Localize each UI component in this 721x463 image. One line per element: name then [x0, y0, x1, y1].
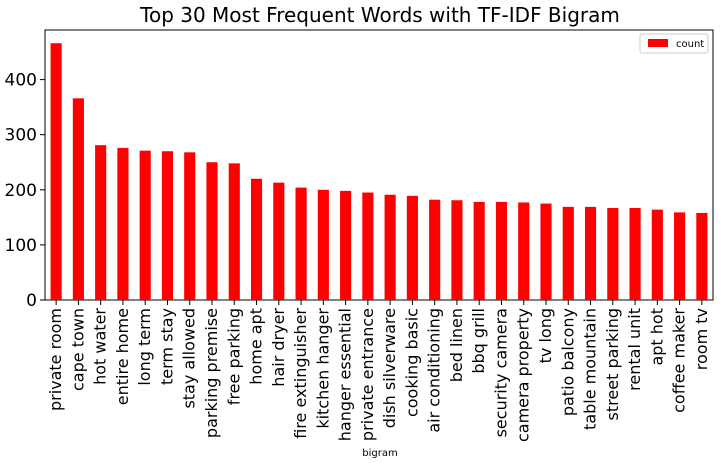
legend-label: count [676, 39, 704, 50]
bar-table-mountain [584, 206, 597, 300]
bar-camera-property [518, 202, 530, 300]
x-tick-label: kitchen hanger [313, 308, 332, 429]
bar-coffee-maker [674, 212, 686, 300]
x-tick-label: hanger essential [336, 308, 355, 441]
bar-patio-balcony [562, 206, 574, 300]
bar-home-apt [250, 178, 263, 300]
bar-security-camera [495, 201, 508, 300]
x-tick-label: free parking [224, 308, 243, 405]
bar-tv-long [540, 203, 552, 300]
bar-room-tv [696, 212, 708, 300]
x-tick-label: term stay [157, 308, 176, 385]
bar-cooking-basic [406, 195, 418, 300]
bar-long-term [139, 150, 151, 300]
bar-entire-home [117, 147, 129, 300]
y-tick-label: 400 [5, 71, 37, 91]
y-tick-label: 200 [5, 181, 37, 201]
x-axis-label: bigram [362, 448, 397, 459]
bar-hanger-essential [340, 190, 352, 300]
x-tick-label: cooking basic [402, 308, 421, 417]
x-tick-label: home apt [247, 308, 266, 385]
bar-hair-dryer [273, 182, 285, 300]
plot-frame [44, 29, 714, 301]
bar-parking-premise [206, 162, 218, 300]
bar-stay-allowed [184, 152, 196, 300]
x-tick-label: parking premise [202, 308, 221, 438]
x-tick-label: private room [46, 308, 65, 411]
bar-rental-unit [629, 207, 641, 300]
x-tick-label: street parking [603, 308, 622, 420]
bar-apt-hot [651, 209, 663, 300]
x-axis: private room cape town hot water entire hom… [46, 300, 711, 442]
x-tick-label: tv long [536, 308, 555, 363]
y-tick-label: 100 [5, 236, 37, 256]
x-tick-label: fire extinguisher [291, 308, 310, 439]
bar-hot-water [95, 145, 107, 300]
x-tick-label: room tv [692, 308, 711, 370]
x-tick-label: camera property [514, 308, 533, 442]
legend: count [639, 33, 709, 54]
bars-group [50, 43, 708, 301]
x-tick-label: stay allowed [180, 308, 199, 409]
x-tick-label: rental unit [625, 308, 644, 391]
x-tick-label: dish silverware [380, 308, 399, 428]
bar-free-parking [228, 163, 240, 300]
chart-title: Top 30 Most Frequent Words with TF-IDF B… [139, 3, 620, 27]
bar-bbq-grill [473, 201, 485, 300]
x-tick-label: table mountain [581, 308, 600, 430]
legend-swatch [648, 39, 668, 47]
y-tick-label: 300 [5, 126, 37, 146]
x-tick-label: entire home [113, 308, 132, 405]
x-tick-label: hot water [91, 308, 110, 385]
bar-private-room [50, 43, 62, 301]
y-tick-label: 0 [26, 291, 37, 311]
bar-kitchen-hanger [317, 189, 329, 300]
plot-area [44, 29, 714, 301]
x-tick-label: security camera [491, 308, 510, 437]
bar-air-conditioning [429, 199, 441, 300]
x-tick-label: patio balcony [558, 308, 577, 416]
x-tick-label: bbq grill [469, 308, 488, 374]
x-tick-label: hair dryer [269, 308, 288, 387]
y-axis: 0 100 200 300 400 [5, 71, 45, 311]
bar-dish-silverware [384, 194, 396, 300]
x-tick-label: apt hot [647, 308, 666, 366]
bar-private-entrance [362, 192, 374, 300]
x-tick-label: coffee maker [670, 308, 689, 413]
bar-term-stay [161, 151, 174, 300]
x-tick-label: bed linen [447, 308, 466, 382]
bar-bed-linen [451, 200, 463, 300]
bar-street-parking [607, 207, 619, 300]
legend-box [639, 33, 709, 54]
bar-fire-extinguisher [295, 187, 307, 300]
bar-cape-town [72, 98, 84, 300]
x-tick-label: private entrance [358, 308, 377, 441]
x-tick-label: cape town [68, 308, 87, 391]
x-tick-label: air conditioning [425, 308, 444, 433]
x-tick-label: long term [135, 308, 154, 386]
